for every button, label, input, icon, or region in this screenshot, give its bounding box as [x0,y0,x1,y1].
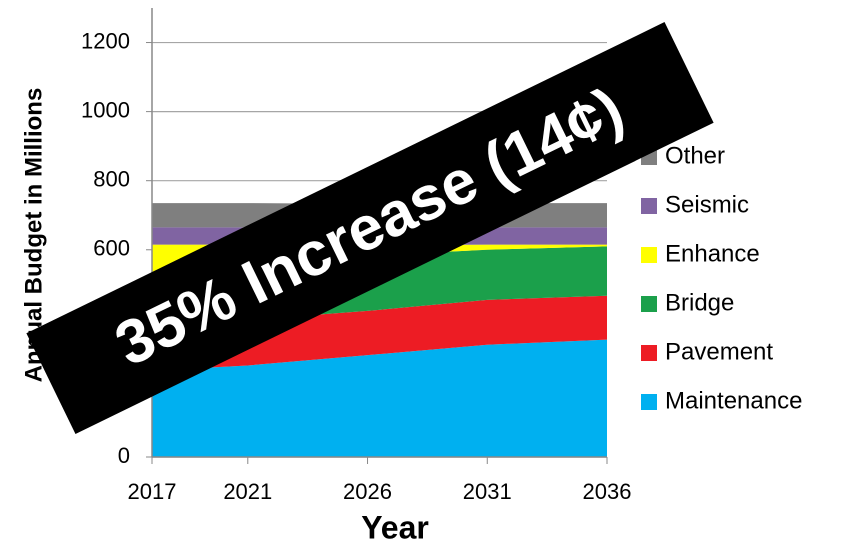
y-tick-label: 800 [93,167,130,192]
x-tick-label: 2031 [463,479,512,504]
legend-label: Pavement [665,338,773,365]
y-tick-label: 0 [118,443,130,468]
legend-label: Maintenance [665,387,802,414]
banner-background [26,22,714,434]
legend-swatch [641,394,657,410]
legend-swatch [641,198,657,214]
legend-label: Seismic [665,191,749,218]
y-tick-label: 600 [93,236,130,261]
x-tick-label: 2021 [223,479,272,504]
area [152,339,607,457]
x-tick-label: 2036 [583,479,632,504]
y-tick-label: 1000 [81,97,130,122]
x-axis-label: Year [361,509,429,545]
legend-swatch [641,296,657,312]
y-tick-label: 1200 [81,28,130,53]
legend-label: Other [665,142,725,169]
legend-swatch [641,345,657,361]
legend-swatch [641,247,657,263]
x-tick-label: 2017 [128,479,177,504]
legend-label: Bridge [665,289,734,316]
x-tick-label: 2026 [343,479,392,504]
legend-label: Enhance [665,240,760,267]
area [152,295,607,371]
legend: Maintenance Pavement Bridge Enhance Seismic O… [641,142,802,414]
